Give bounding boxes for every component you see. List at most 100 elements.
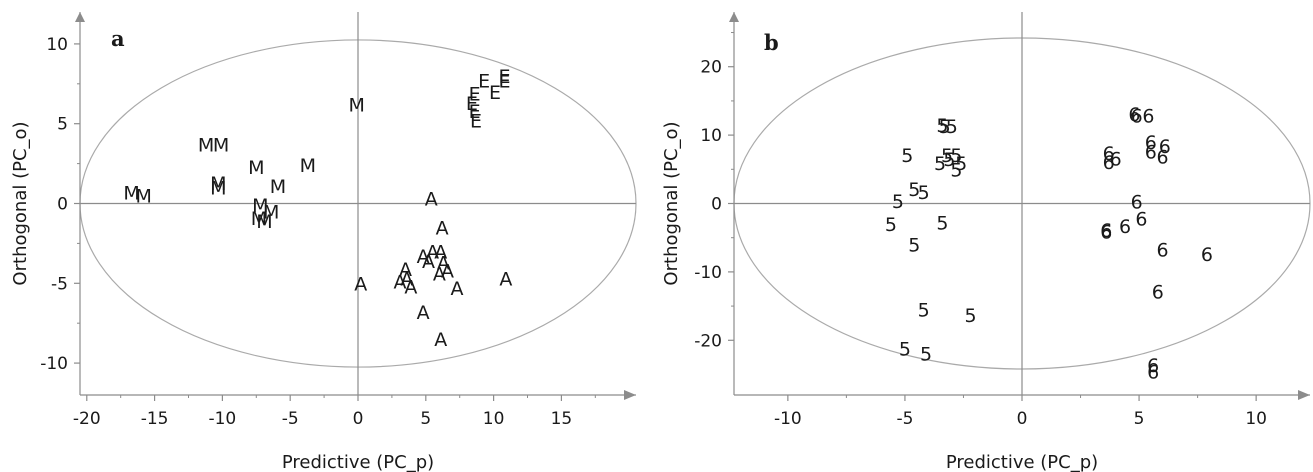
- data-point: 5: [934, 153, 946, 175]
- data-point: M: [210, 178, 226, 200]
- x-tick-label: 0: [1017, 409, 1028, 429]
- x-axis-title: Predictive (PC_p): [282, 452, 434, 472]
- data-point: A: [441, 261, 454, 283]
- data-point: 5: [936, 115, 948, 137]
- y-tick-label: -10: [40, 354, 68, 374]
- data-point: 5: [943, 149, 955, 171]
- data-point: 6: [1156, 146, 1168, 168]
- x-tick-label: 0: [353, 409, 364, 429]
- data-point: A: [434, 241, 447, 263]
- data-point: M: [263, 201, 279, 223]
- x-tick-label: 5: [420, 409, 431, 429]
- data-point: M: [210, 173, 226, 195]
- data-point: A: [433, 264, 446, 286]
- data-point: 6: [1131, 191, 1143, 213]
- x-tick-label: -5: [896, 409, 913, 429]
- data-point: M: [270, 176, 286, 198]
- data-point: A: [354, 273, 367, 295]
- data-point: 6: [1147, 362, 1159, 384]
- data-point: 6: [1152, 282, 1164, 304]
- panel-label: b: [764, 30, 779, 55]
- data-point: 5: [920, 343, 932, 365]
- x-tick-label: -20: [73, 409, 101, 429]
- x-axis-title: Predictive (PC_p): [946, 452, 1098, 472]
- data-point: 6: [1145, 132, 1157, 154]
- x-axis-arrow: [624, 390, 636, 400]
- data-point: 5: [946, 116, 958, 138]
- x-tick-label: -15: [141, 409, 169, 429]
- data-point: 5: [908, 179, 920, 201]
- data-point: 5: [901, 145, 913, 167]
- y-tick-label: 0: [57, 195, 68, 215]
- data-point: 5: [950, 145, 962, 167]
- y-axis-arrow: [75, 12, 85, 22]
- data-point: E: [498, 66, 510, 88]
- data-point: M: [348, 95, 364, 117]
- data-point: 5: [908, 235, 920, 257]
- data-point: M: [248, 157, 264, 179]
- data-point: 6: [1142, 105, 1154, 127]
- y-tick-label: -10: [694, 263, 722, 283]
- x-tick-label: -10: [208, 409, 236, 429]
- data-point: 6: [1159, 136, 1171, 158]
- x-tick-label: -5: [282, 409, 299, 429]
- y-tick-label: 10: [700, 126, 722, 146]
- y-tick-label: 20: [700, 58, 722, 78]
- data-point: M: [213, 134, 229, 156]
- data-point: 6: [1103, 143, 1115, 165]
- data-point: E: [470, 111, 482, 133]
- data-point: M: [198, 134, 214, 156]
- data-point: 5: [918, 182, 930, 204]
- data-point: 6: [1119, 216, 1131, 238]
- data-point: A: [436, 217, 449, 239]
- data-point: A: [417, 246, 430, 268]
- data-point: M: [300, 155, 316, 177]
- data-point: M: [256, 211, 272, 233]
- data-point: 5: [939, 116, 951, 138]
- data-point: A: [422, 251, 435, 273]
- x-tick-label: 10: [1245, 409, 1267, 429]
- data-point: A: [399, 259, 412, 281]
- data-point: A: [434, 329, 447, 351]
- data-point: A: [426, 241, 439, 263]
- data-point: 6: [1156, 239, 1168, 261]
- data-point: A: [425, 189, 438, 211]
- data-point: E: [469, 101, 481, 123]
- data-point: 5: [892, 191, 904, 213]
- data-point: M: [136, 186, 152, 208]
- y-tick-label: -20: [694, 331, 722, 351]
- data-point: E: [498, 71, 510, 93]
- y-tick-label: -5: [51, 274, 68, 294]
- x-tick-label: -10: [774, 409, 802, 429]
- data-point: 5: [918, 300, 930, 322]
- data-point: 6: [1131, 105, 1143, 127]
- x-tick-label: 10: [483, 409, 505, 429]
- scatter-panel-a: -20 -15 -10 -5 0 5 10 15 -10 -5 0 5 10 Predictive (PC…: [10, 12, 637, 472]
- data-point: M: [251, 208, 267, 230]
- data-point: 6: [1135, 209, 1147, 231]
- y-axis-title: Orthogonal (PC_o): [10, 121, 31, 285]
- x-tick-label: 5: [1134, 409, 1145, 429]
- data-point: 6: [1103, 152, 1115, 174]
- data-point: A: [394, 272, 407, 294]
- data-point: 5: [955, 153, 967, 175]
- data-point: M: [123, 182, 139, 204]
- y-tick-label: 10: [46, 35, 68, 55]
- x-tick-label: 15: [551, 409, 573, 429]
- data-point: E: [489, 82, 501, 104]
- data-point: 6: [1147, 355, 1159, 377]
- data-point: 6: [1201, 244, 1213, 266]
- data-point: A: [499, 269, 512, 291]
- data-point: A: [450, 278, 463, 300]
- scatter-panel-b: -10 -5 0 5 10 -20 -10 0 10 20 Predictive (PC_p) Ort…: [661, 12, 1311, 472]
- panel-label: a: [111, 26, 125, 51]
- data-point: 6: [1100, 222, 1112, 244]
- data-point: 6: [1100, 220, 1112, 242]
- data-point: 5: [964, 305, 976, 327]
- data-point: 5: [936, 213, 948, 235]
- data-point: M: [252, 195, 268, 217]
- data-point: 5: [941, 145, 953, 167]
- data-point: A: [437, 253, 450, 275]
- data-point: A: [404, 276, 417, 298]
